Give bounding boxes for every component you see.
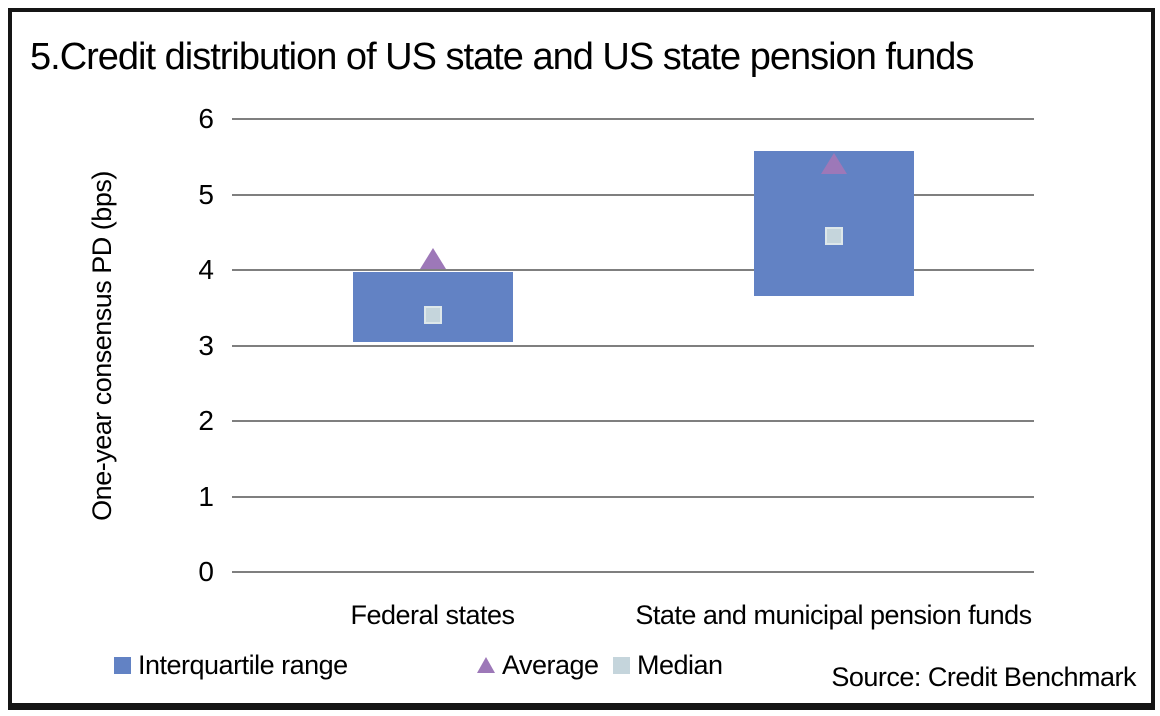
median-swatch-icon xyxy=(613,656,630,674)
median-marker-pension-funds xyxy=(824,227,843,246)
y-axis: 0 1 2 3 4 5 6 xyxy=(140,104,214,587)
legend-label-average: Average xyxy=(502,649,599,680)
y-tick-label-5: 5 xyxy=(198,178,214,210)
y-tick-label-3: 3 xyxy=(198,329,214,361)
gridline-y-6 xyxy=(232,118,1034,120)
average-triangle-swatch-icon xyxy=(477,657,495,673)
y-tick-label-6: 6 xyxy=(198,103,214,134)
legend-label-median: Median xyxy=(637,649,723,680)
legend-item-median: Median xyxy=(613,648,723,682)
source-text: Source: Credit Benchmark xyxy=(831,662,1136,692)
median-marker-federal-states xyxy=(423,306,442,325)
gridline-y-5 xyxy=(232,193,1034,196)
plot-area xyxy=(232,118,1034,573)
gridline-y-1 xyxy=(232,495,1034,498)
legend-label-interquartile-range: Interquartile range xyxy=(138,649,348,680)
gridline-y-2 xyxy=(232,420,1034,422)
x-axis: Federal states State and municipal pensio… xyxy=(232,600,1034,638)
gridline-y-4 xyxy=(232,269,1034,271)
gridline-y-0 xyxy=(232,571,1034,573)
y-axis-title: One-year consensus PD (bps) xyxy=(87,171,117,521)
y-tick-label-4: 4 xyxy=(198,254,214,285)
x-axis-label-federal-states: Federal states xyxy=(350,600,515,630)
interquartile-range-swatch-icon xyxy=(114,656,131,674)
y-tick-label-1: 1 xyxy=(198,480,214,512)
y-tick-label-0: 0 xyxy=(198,556,214,587)
y-tick-label-2: 2 xyxy=(198,405,214,436)
interquartile-range-bar-pension-funds xyxy=(753,151,914,297)
average-marker-federal-states xyxy=(419,247,446,269)
chart-title: 5.Credit distribution of US state and US… xyxy=(30,36,974,78)
x-axis-label-pension-funds: State and municipal pension funds xyxy=(635,600,1032,630)
legend-item-interquartile-range: Interquartile range xyxy=(114,648,348,682)
average-marker-pension-funds xyxy=(820,153,847,175)
legend-item-average: Average xyxy=(477,648,599,682)
gridline-y-3 xyxy=(232,344,1034,347)
